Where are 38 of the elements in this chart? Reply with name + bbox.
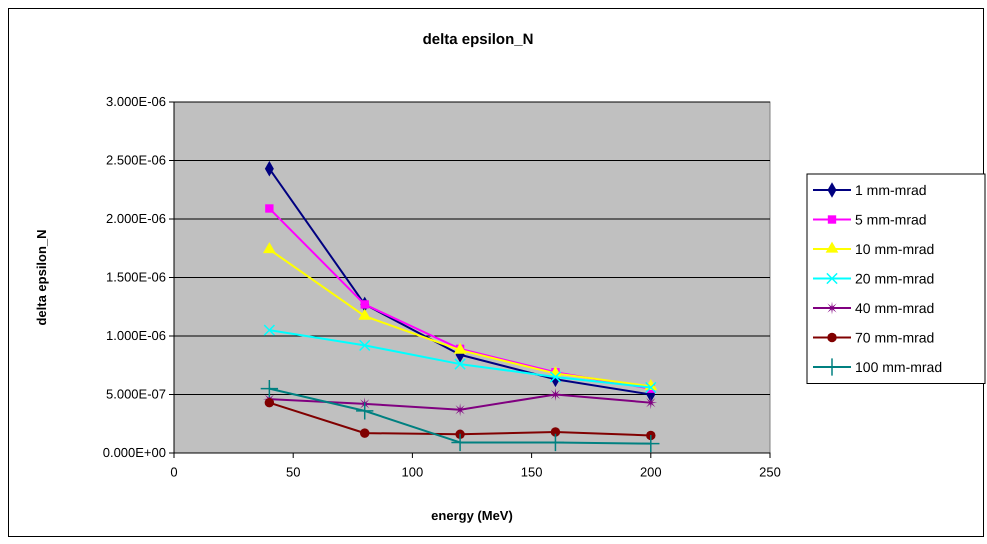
point [263, 324, 276, 336]
legend-label: 10 mm-mrad [855, 241, 934, 257]
point [641, 434, 660, 454]
point [644, 396, 658, 410]
point [548, 388, 562, 401]
y-tick-label: 2.500E-06 [106, 152, 166, 168]
y-tick-label: 3.000E-06 [106, 94, 166, 110]
legend-label: 40 mm-mrad [855, 300, 934, 316]
point [355, 401, 374, 420]
y-axis-title: delta epsilon_N [34, 229, 49, 326]
legend-label: 100 mm-mrad [855, 359, 942, 375]
x-tick-label: 200 [640, 464, 662, 480]
point [550, 427, 560, 437]
chart-title: delta epsilon_N [422, 31, 534, 48]
point [264, 398, 274, 408]
x-tick-label: 0 [170, 464, 178, 480]
legend-label: 1 mm-mrad [855, 182, 927, 198]
y-tick-label: 5.000E-07 [106, 386, 166, 402]
point [265, 204, 274, 213]
point [260, 379, 279, 398]
point [550, 371, 562, 383]
point [454, 403, 467, 416]
y-tick-label: 1.000E-06 [106, 328, 166, 344]
x-tick-label: 50 [286, 464, 300, 480]
point [358, 339, 371, 352]
x-tick-label: 100 [402, 464, 424, 480]
legend-label: 5 mm-mrad [855, 212, 927, 228]
x-tick-label: 150 [520, 464, 542, 480]
x-tick-label: 250 [759, 464, 781, 480]
point [644, 382, 657, 394]
point [454, 358, 466, 370]
legend-label: 20 mm-mrad [855, 270, 934, 286]
x-axis-title: energy (MeV) [431, 508, 513, 523]
legend-label: 70 mm-mrad [855, 330, 934, 346]
point [360, 428, 370, 438]
y-tick-label: 1.500E-06 [106, 270, 166, 285]
y-tick-label: 2.000E-06 [106, 211, 166, 226]
y-tick-label: 0.000E+00 [102, 445, 166, 460]
